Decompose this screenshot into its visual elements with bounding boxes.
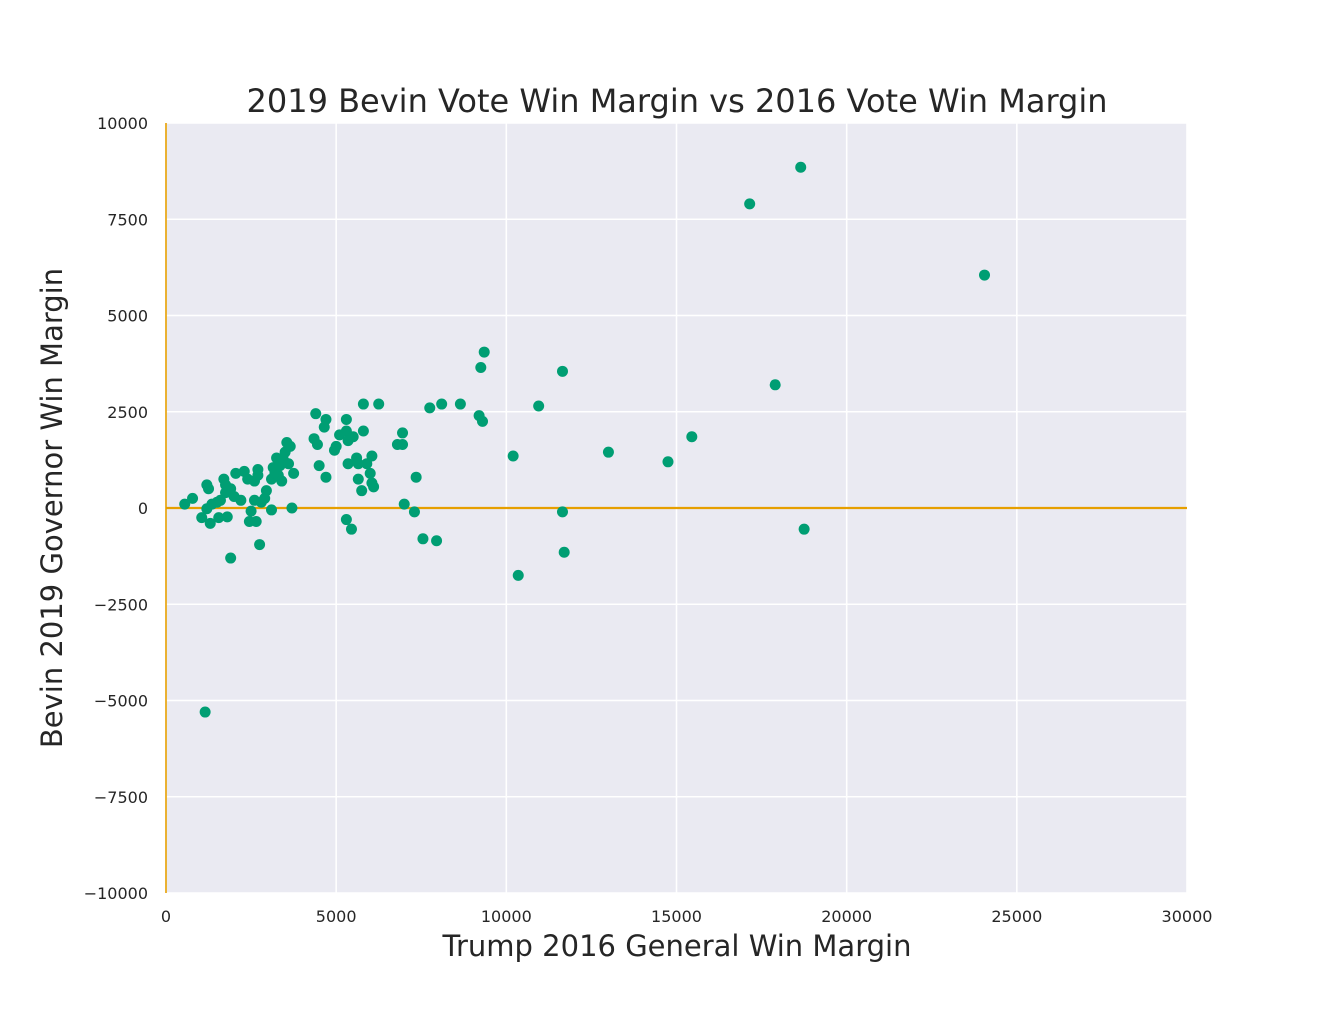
data-point <box>254 539 266 551</box>
data-point <box>340 413 352 425</box>
data-point <box>276 475 288 487</box>
x-axis-title: Trump 2016 General Win Margin <box>442 929 912 963</box>
data-point <box>357 425 369 437</box>
data-point <box>512 569 524 581</box>
data-point <box>250 515 262 527</box>
data-point <box>556 506 568 518</box>
data-point <box>179 498 191 510</box>
data-point <box>352 458 364 470</box>
data-point <box>368 481 380 493</box>
data-point <box>417 533 429 545</box>
data-point <box>602 446 614 458</box>
chart-title: 2019 Bevin Vote Win Margin vs 2016 Vote … <box>246 82 1107 120</box>
y-tick-label: 10000 <box>97 114 148 133</box>
data-point <box>286 502 298 514</box>
data-point <box>311 438 323 450</box>
data-point <box>283 458 295 470</box>
data-point <box>235 494 247 506</box>
data-point <box>203 483 215 495</box>
data-point <box>347 431 359 443</box>
data-point <box>454 398 466 410</box>
y-tick-label: −7500 <box>94 788 148 807</box>
y-tick-label: 5000 <box>107 307 148 326</box>
y-gridlines <box>166 122 1187 894</box>
data-point <box>477 415 489 427</box>
data-point <box>320 471 332 483</box>
data-point <box>556 365 568 377</box>
data-point <box>225 552 237 564</box>
data-point <box>230 467 242 479</box>
data-point <box>436 398 448 410</box>
data-point <box>187 492 199 504</box>
data-point <box>795 161 807 173</box>
data-point <box>266 504 278 516</box>
data-point <box>533 400 545 412</box>
x-tick-labels: 0 5000 10000 15000 20000 25000 30000 <box>161 907 1213 926</box>
data-point <box>204 517 216 529</box>
x-tick-label: 10000 <box>481 907 532 926</box>
data-points <box>179 161 991 718</box>
data-point <box>478 346 490 358</box>
y-tick-label: −5000 <box>94 692 148 711</box>
data-point <box>408 506 420 518</box>
data-point <box>769 379 781 391</box>
data-point <box>352 473 364 485</box>
x-tick-label: 15000 <box>651 907 702 926</box>
data-point <box>398 498 410 510</box>
y-tick-label: 0 <box>138 499 148 518</box>
data-point <box>284 440 296 452</box>
data-point <box>320 413 332 425</box>
data-point <box>313 460 325 472</box>
data-point <box>686 431 698 443</box>
data-point <box>340 514 352 526</box>
data-point <box>366 450 378 462</box>
x-tick-label: 5000 <box>316 907 357 926</box>
data-point <box>260 485 272 497</box>
data-point <box>288 467 300 479</box>
data-point <box>475 361 487 373</box>
y-tick-labels: −10000 −7500 −5000 −2500 0 2500 5000 7500 10000 <box>84 114 148 903</box>
x-tick-label: 20000 <box>821 907 872 926</box>
x-tick-label: 25000 <box>991 907 1042 926</box>
data-point <box>558 546 570 558</box>
data-point <box>798 523 810 535</box>
data-point <box>342 458 354 470</box>
data-point <box>397 438 409 450</box>
data-point <box>662 456 674 468</box>
y-tick-label: −10000 <box>84 884 148 903</box>
data-point <box>507 450 519 462</box>
data-point <box>744 198 756 210</box>
data-point <box>357 398 369 410</box>
data-point <box>364 467 376 479</box>
data-point <box>424 402 436 414</box>
y-tick-label: 7500 <box>107 210 148 229</box>
data-point <box>213 512 225 524</box>
data-point <box>397 427 409 439</box>
data-point <box>373 398 385 410</box>
data-point <box>196 512 208 524</box>
data-point <box>356 485 368 497</box>
data-point <box>199 706 211 718</box>
y-axis-title: Bevin 2019 Governor Win Margin <box>35 268 69 748</box>
y-tick-label: −2500 <box>94 595 148 614</box>
x-tick-label: 0 <box>161 907 171 926</box>
data-point <box>410 471 422 483</box>
reference-lines <box>165 123 1187 893</box>
y-tick-label: 2500 <box>107 403 148 422</box>
data-point <box>245 505 257 517</box>
data-point <box>431 535 443 547</box>
data-point <box>252 469 264 481</box>
data-point <box>979 269 991 281</box>
data-point <box>345 523 357 535</box>
data-point <box>330 440 342 452</box>
data-point <box>310 408 322 420</box>
x-tick-label: 30000 <box>1162 907 1213 926</box>
data-point <box>221 511 233 523</box>
